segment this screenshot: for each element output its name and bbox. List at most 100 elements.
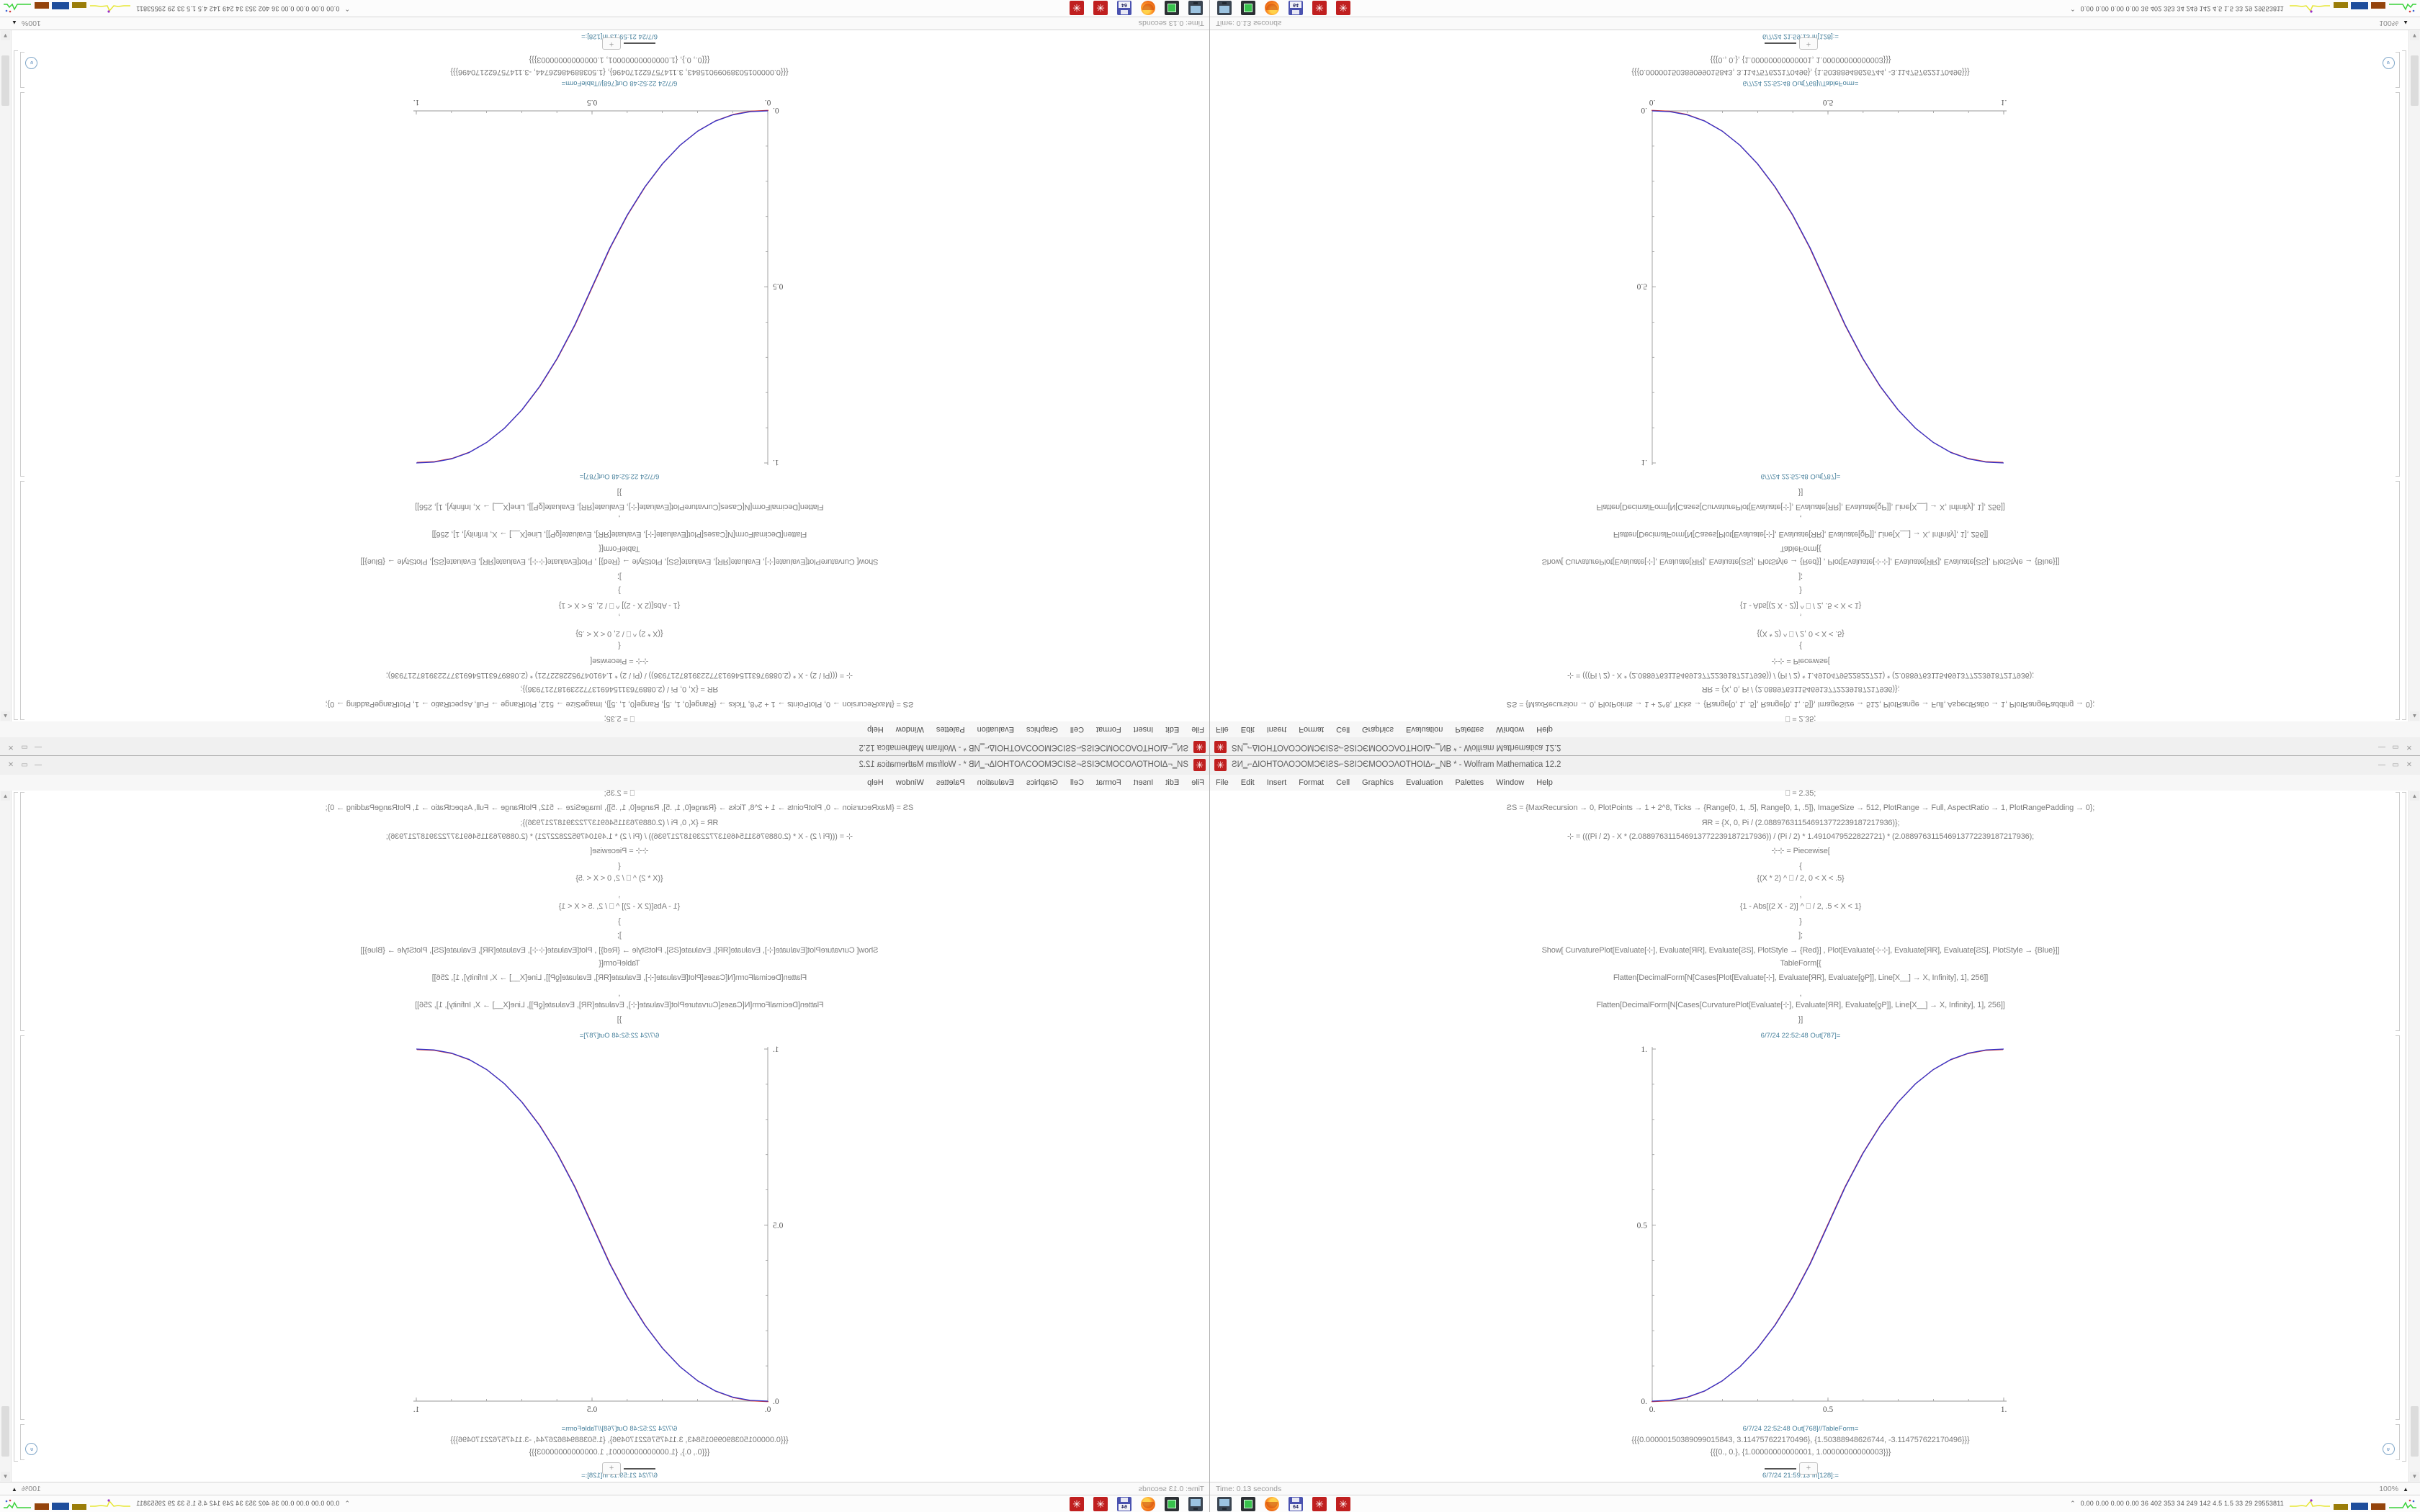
menu-item-file[interactable]: File <box>1191 778 1204 787</box>
notebook-code-line[interactable]: { <box>618 642 621 650</box>
scrollbar-thumb[interactable] <box>1 55 9 106</box>
insert-cell-plus-button[interactable]: + <box>1799 1462 1818 1475</box>
menu-item-window[interactable]: Window <box>895 778 924 787</box>
scroll-up-arrow-icon[interactable]: ▲ <box>1 791 10 801</box>
menu-item-graphics[interactable]: Graphics <box>1026 725 1058 734</box>
cell-bracket-tableform-output[interactable] <box>2396 1424 2400 1460</box>
menu-item-palettes[interactable]: Palettes <box>936 725 965 734</box>
cell-group-bracket[interactable] <box>14 50 18 720</box>
window-titlebar[interactable]: ✳ ƧИ‗⌐ΔΙΟΗΤΟΛΟϽΟΜƆЄΙƧЅ⌐ЅƧΙƆЄΜΟΟϽΛΟΤΗΟΙΔ⌐… <box>0 737 1210 756</box>
menu-item-help[interactable]: Help <box>1536 778 1553 787</box>
menu-item-format[interactable]: Format <box>1299 778 1325 787</box>
notebook-code-line[interactable]: ƧS = {MaxRecursion → 0, PlotPoints → 1 +… <box>325 700 914 708</box>
notebook-code-line[interactable]: Flatten[DecimalForm[N[Cases[CurvaturePlo… <box>1596 503 2005 511</box>
notebook-code-line[interactable]: Flatten[DecimalForm[N[Cases[CurvaturePlo… <box>415 1001 824 1009</box>
menu-item-cell[interactable]: Cell <box>1070 778 1084 787</box>
notebook-code-line[interactable]: Flatten[DecimalForm[N[Cases[CurvaturePlo… <box>415 503 824 511</box>
maximize-button[interactable]: ▭ <box>21 761 28 769</box>
magnification-dropdown-icon[interactable]: ▲ <box>2403 1486 2408 1493</box>
menu-item-file[interactable]: File <box>1216 778 1229 787</box>
notebook-code-line[interactable]: , <box>618 989 621 998</box>
notebook-code-line[interactable]: Show[ CurvaturePlot[Evaluate[⊹], Evaluat… <box>360 557 879 566</box>
notebook-code-line[interactable]: , <box>618 891 621 899</box>
tray-chevron-icon[interactable]: ⌃ <box>2070 5 2076 13</box>
menu-item-insert[interactable]: Insert <box>1133 725 1154 734</box>
scroll-down-arrow-icon[interactable]: ▼ <box>2410 1472 2419 1481</box>
menu-item-help[interactable]: Help <box>867 725 884 734</box>
notebook-code-line[interactable]: ⊹⊹ = Piecewise[ <box>1771 847 1830 855</box>
notebook-code-line[interactable]: ⊹⊹ = Piecewise[ <box>1771 657 1830 665</box>
vertical-scrollbar[interactable]: ▲ ▼ <box>0 30 12 721</box>
menu-item-window[interactable]: Window <box>1496 725 1525 734</box>
notebook-code-line[interactable]: , <box>618 514 621 523</box>
menu-item-edit[interactable]: Edit <box>1165 778 1180 787</box>
scroll-up-arrow-icon[interactable]: ▲ <box>1 711 10 721</box>
menu-item-cell[interactable]: Cell <box>1336 725 1350 734</box>
mathematica-icon[interactable]: ✳ <box>1070 1 1084 15</box>
notebook-code-line[interactable]: ]; <box>617 931 622 940</box>
magnification-control[interactable]: 100%▲ <box>12 19 41 27</box>
menu-item-edit[interactable]: Edit <box>1165 725 1180 734</box>
elide-output-chevron-icon[interactable]: » <box>25 57 37 69</box>
floppy-64-icon[interactable]: 64 <box>1289 1 1303 15</box>
cell-bracket-plot-output[interactable] <box>2396 1035 2400 1420</box>
firefox-icon[interactable] <box>1265 1 1279 15</box>
notebook-code-line[interactable]: { <box>618 862 621 870</box>
scroll-down-arrow-icon[interactable]: ▼ <box>1 31 10 40</box>
notebook-code-line[interactable]: ƧS = {MaxRecursion → 0, PlotPoints → 1 +… <box>1506 804 2095 812</box>
notebook-code-line[interactable]: } <box>618 586 621 595</box>
scrollbar-thumb[interactable] <box>2411 55 2419 106</box>
notebook-code-line[interactable]: }] <box>617 1015 622 1024</box>
notebook-code-line[interactable]: ]; <box>1798 931 1803 940</box>
insert-cell-plus-button[interactable]: + <box>602 37 621 50</box>
notebook-code-line[interactable]: ⊹ = (((Pi / 2) - X * (2.0889763115469137… <box>1567 671 2035 680</box>
insert-cell-plus-button[interactable]: + <box>602 1462 621 1475</box>
notebook-code-line[interactable]: TableForm[{ <box>1780 959 1821 968</box>
scroll-down-arrow-icon[interactable]: ▼ <box>2410 31 2419 40</box>
mathematica-icon[interactable]: ✳ <box>1336 1497 1350 1511</box>
elide-output-chevron-icon[interactable]: » <box>2383 1443 2395 1455</box>
close-button[interactable]: ✕ <box>7 743 14 751</box>
notebook-code-line[interactable]: } <box>1799 586 1802 595</box>
menu-item-insert[interactable]: Insert <box>1133 778 1154 787</box>
notebook-code-line[interactable]: Show[ CurvaturePlot[Evaluate[⊹], Evaluat… <box>1541 946 2060 955</box>
notebook-code-line[interactable]: ⎕ = 2.35; <box>604 789 635 798</box>
menu-item-file[interactable]: File <box>1191 725 1204 734</box>
notebook-code-line[interactable]: ЯR = {X, 0, Pi / (2.08897631154691377223… <box>1701 685 1900 693</box>
menu-item-window[interactable]: Window <box>895 725 924 734</box>
menu-item-file[interactable]: File <box>1216 725 1229 734</box>
notebook-code-line[interactable]: Flatten[DecimalForm[N[Cases[CurvaturePlo… <box>1596 1001 2005 1009</box>
scrollbar-thumb[interactable] <box>1 1406 9 1457</box>
notebook-code-line[interactable]: TableForm[{ <box>1780 544 1821 553</box>
cell-bracket-tableform-output[interactable] <box>20 1424 24 1460</box>
vertical-scrollbar[interactable]: ▲ ▼ <box>0 791 12 1482</box>
display-settings-icon[interactable] <box>1188 1 1203 15</box>
cell-bracket-input-group[interactable] <box>20 481 24 720</box>
tray-chevron-icon[interactable]: ⌃ <box>344 5 350 13</box>
mathematica-icon[interactable]: ✳ <box>1312 1497 1327 1511</box>
scroll-up-arrow-icon[interactable]: ▲ <box>2410 791 2419 801</box>
notebook-code-line[interactable]: } <box>618 917 621 926</box>
magnification-dropdown-icon[interactable]: ▲ <box>12 19 17 26</box>
notebook-code-line[interactable]: ЯR = {X, 0, Pi / (2.08897631154691377223… <box>520 819 719 827</box>
elide-output-chevron-icon[interactable]: » <box>25 1443 37 1455</box>
notebook-code-line[interactable]: {(X * 2) ^ ⎕ / 2, 0 < X < .5} <box>575 874 663 883</box>
display-settings-icon[interactable] <box>1217 1497 1232 1511</box>
virtualbox-icon[interactable] <box>1241 1497 1255 1511</box>
menu-item-graphics[interactable]: Graphics <box>1362 725 1394 734</box>
minimize-button[interactable]: — <box>2378 761 2385 769</box>
close-button[interactable]: ✕ <box>7 761 14 769</box>
floppy-64-icon[interactable]: 64 <box>1117 1 1131 15</box>
notebook-code-line[interactable]: ⊹ = (((Pi / 2) - X * (2.0889763115469137… <box>385 671 853 680</box>
maximize-button[interactable]: ▭ <box>21 743 28 751</box>
cell-group-bracket[interactable] <box>2402 50 2406 720</box>
menu-item-graphics[interactable]: Graphics <box>1026 778 1058 787</box>
notebook-code-line[interactable]: ⊹ = (((Pi / 2) - X * (2.0889763115469137… <box>1567 832 2035 841</box>
menu-item-evaluation[interactable]: Evaluation <box>977 778 1014 787</box>
notebook-code-line[interactable]: ⎕ = 2.35; <box>1785 714 1816 723</box>
window-titlebar[interactable]: ✳ ƧИ‗⌐ΔΙΟΗΤΟΛΟϽΟΜƆЄΙƧЅ⌐ЅƧΙƆЄΜΟΟϽΛΟΤΗΟΙΔ⌐… <box>0 756 1210 775</box>
notebook-code-line[interactable]: ]; <box>617 572 622 581</box>
menu-item-insert[interactable]: Insert <box>1266 725 1287 734</box>
tray-chevron-icon[interactable]: ⌃ <box>2070 1499 2076 1507</box>
notebook-code-line[interactable]: ⊹⊹ = Piecewise[ <box>590 657 649 665</box>
